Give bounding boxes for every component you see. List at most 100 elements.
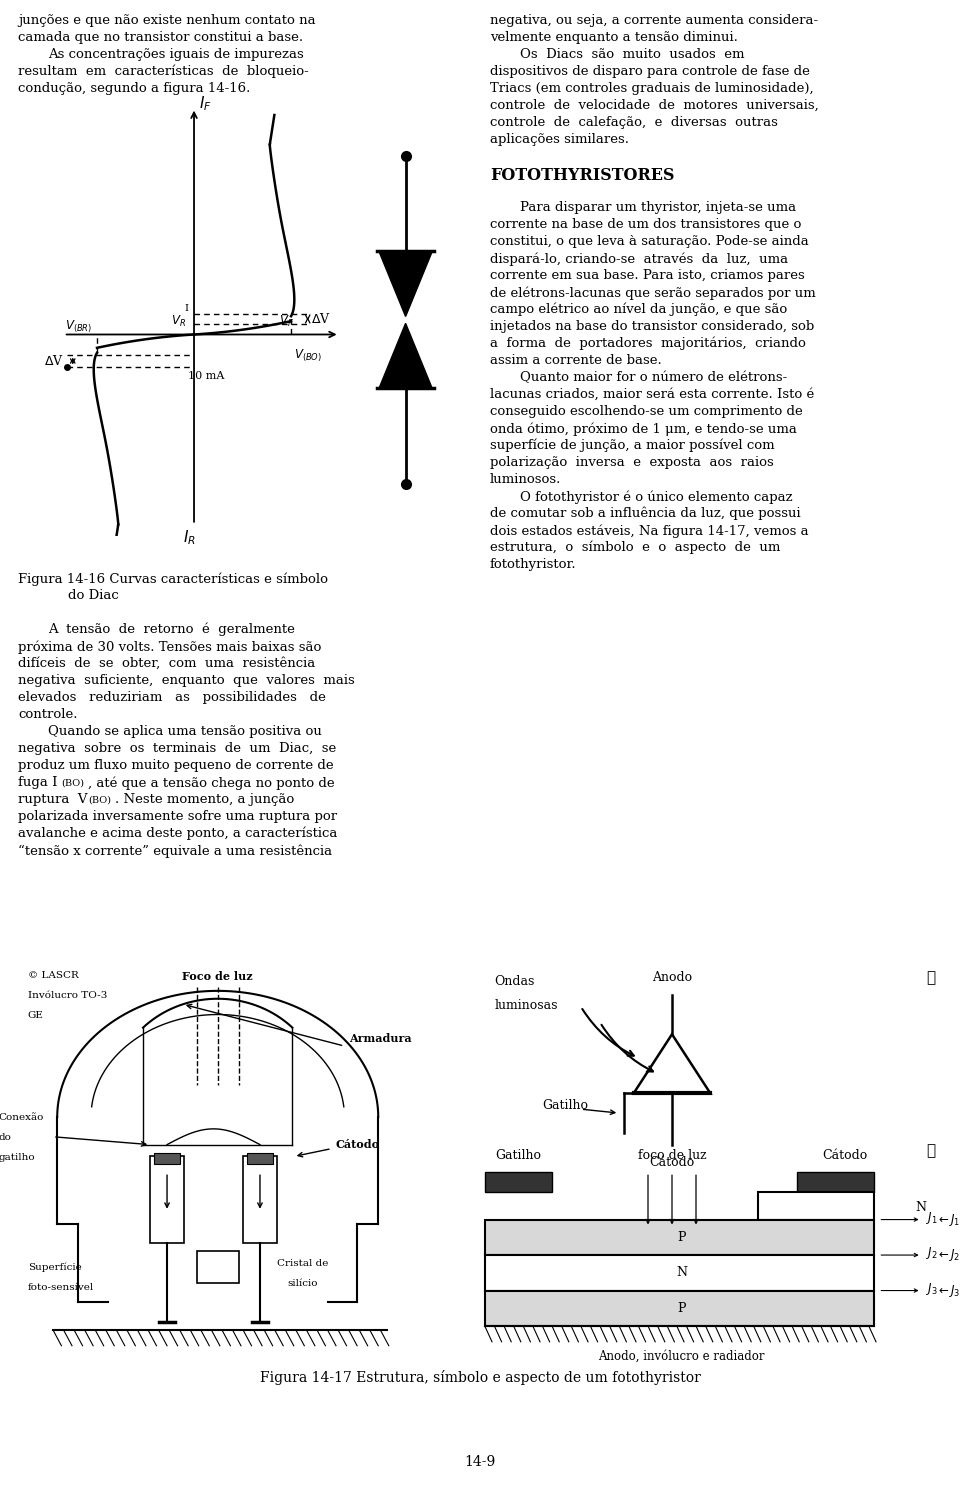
- Polygon shape: [634, 1034, 710, 1094]
- Text: negativa  sobre  os  terminais  de  um  Diac,  se: negativa sobre os terminais de um Diac, …: [18, 743, 336, 754]
- Text: Os  Diacs  são  muito  usados  em: Os Diacs são muito usados em: [520, 48, 745, 61]
- Text: produz um fluxo muito pequeno de corrente de: produz um fluxo muito pequeno de corrent…: [18, 759, 334, 772]
- Text: lacunas criados, maior será esta corrente. Isto é: lacunas criados, maior será esta corrent…: [490, 388, 814, 400]
- Text: $V_R$: $V_R$: [172, 314, 186, 329]
- Text: aplicações similares.: aplicações similares.: [490, 132, 629, 146]
- Text: Superfície: Superfície: [28, 1263, 82, 1272]
- Text: Cristal de: Cristal de: [276, 1259, 328, 1268]
- Bar: [797, 1173, 874, 1192]
- Text: $\leftarrow J_2$: $\leftarrow J_2$: [936, 1247, 960, 1263]
- Text: corrente na base de um dos transistores que o: corrente na base de um dos transistores …: [490, 219, 802, 231]
- Bar: [485, 1173, 552, 1192]
- Text: resultam  em  características  de  bloqueio-: resultam em características de bloqueio-: [18, 65, 309, 79]
- Text: luminosos.: luminosos.: [490, 473, 562, 487]
- Text: a  forma  de  portadores  majoritários,  criando: a forma de portadores majoritários, cria…: [490, 336, 805, 351]
- Text: As concentrações iguais de impurezas: As concentrações iguais de impurezas: [48, 48, 303, 61]
- Text: $V_{(BR)}$: $V_{(BR)}$: [65, 318, 92, 335]
- Text: Figura 14-17 Estrutura, símbolo e aspecto de um fotothyristor: Figura 14-17 Estrutura, símbolo e aspect…: [259, 1370, 701, 1385]
- Text: foto-sensível: foto-sensível: [28, 1283, 94, 1292]
- Text: Triacs (em controles graduais de luminosidade),: Triacs (em controles graduais de luminos…: [490, 82, 814, 95]
- Text: (BO): (BO): [61, 780, 84, 789]
- Polygon shape: [379, 323, 432, 388]
- Text: campo elétrico ao nível da junção, e que são: campo elétrico ao nível da junção, e que…: [490, 304, 787, 317]
- Text: N: N: [676, 1266, 687, 1280]
- Text: controle  de  velocidade  de  motores  universais,: controle de velocidade de motores univer…: [490, 100, 819, 112]
- Bar: [485, 1220, 874, 1254]
- Polygon shape: [379, 251, 432, 317]
- Text: $J_3$: $J_3$: [926, 1281, 938, 1296]
- Bar: [243, 1156, 276, 1244]
- Text: fuga I: fuga I: [18, 777, 58, 789]
- Text: 14-9: 14-9: [465, 1455, 495, 1469]
- Text: Armadura: Armadura: [348, 1033, 411, 1043]
- Text: foco de luz: foco de luz: [637, 1149, 707, 1162]
- Text: de elétrons-lacunas que serão separados por um: de elétrons-lacunas que serão separados …: [490, 286, 816, 299]
- Text: Gatilho: Gatilho: [542, 1098, 588, 1112]
- Text: Anodo, invólucro e radiador: Anodo, invólucro e radiador: [598, 1350, 765, 1363]
- Bar: [758, 1192, 874, 1220]
- Text: dois estados estáveis, Na figura 14-17, vemos a: dois estados estáveis, Na figura 14-17, …: [490, 524, 808, 537]
- Text: constitui, o que leva à saturação. Pode-se ainda: constitui, o que leva à saturação. Pode-…: [490, 235, 808, 248]
- Text: 10 mA: 10 mA: [188, 371, 225, 381]
- Text: Ⓑ: Ⓑ: [926, 1144, 936, 1159]
- Text: Foco de luz: Foco de luz: [182, 972, 253, 982]
- Text: conseguido escolhendo-se um comprimento de: conseguido escolhendo-se um comprimento …: [490, 405, 803, 418]
- Text: P: P: [678, 1302, 685, 1315]
- Text: $\Delta$V: $\Delta$V: [44, 354, 63, 368]
- Text: Ondas: Ondas: [494, 975, 535, 988]
- Text: Anodo: Anodo: [652, 972, 692, 984]
- Text: $\Delta$V: $\Delta$V: [311, 312, 330, 326]
- Text: dispositivos de disparo para controle de fase de: dispositivos de disparo para controle de…: [490, 65, 810, 77]
- Text: próxima de 30 volts. Tensões mais baixas são: próxima de 30 volts. Tensões mais baixas…: [18, 640, 322, 653]
- Text: Cátodo: Cátodo: [649, 1156, 695, 1170]
- Text: $I_F$: $I_F$: [199, 95, 211, 113]
- Text: elevados   reduziriam   as   possibilidades   de: elevados reduziriam as possibilidades de: [18, 690, 325, 704]
- Bar: [197, 1251, 239, 1283]
- Text: Quando se aplica uma tensão positiva ou: Quando se aplica uma tensão positiva ou: [48, 725, 322, 738]
- Text: $\leftarrow J_1$: $\leftarrow J_1$: [936, 1211, 960, 1228]
- Text: do: do: [0, 1132, 11, 1141]
- Text: negativa, ou seja, a corrente aumenta considera-: negativa, ou seja, a corrente aumenta co…: [490, 13, 818, 27]
- Text: . Neste momento, a junção: . Neste momento, a junção: [115, 793, 295, 806]
- Text: superfície de junção, a maior possível com: superfície de junção, a maior possível c…: [490, 439, 775, 452]
- Text: FOTOTHYRISTORES: FOTOTHYRISTORES: [490, 167, 675, 185]
- Text: GE: GE: [28, 1010, 43, 1019]
- Text: $\leftarrow J_3$: $\leftarrow J_3$: [936, 1283, 960, 1299]
- Text: (BO): (BO): [88, 796, 111, 805]
- Text: Figura 14-16 Curvas características e símbolo: Figura 14-16 Curvas características e sí…: [18, 571, 328, 585]
- Text: onda ótimo, próximo de 1 μm, e tendo-se uma: onda ótimo, próximo de 1 μm, e tendo-se …: [490, 423, 797, 436]
- Text: negativa  suficiente,  enquanto  que  valores  mais: negativa suficiente, enquanto que valore…: [18, 674, 355, 687]
- Text: A  tensão  de  retorno  é  geralmente: A tensão de retorno é geralmente: [48, 623, 295, 637]
- Text: gatilho: gatilho: [0, 1153, 35, 1162]
- Text: $V_F$: $V_F$: [279, 314, 294, 329]
- Text: estrutura,  o  símbolo  e  o  aspecto  de  um: estrutura, o símbolo e o aspecto de um: [490, 542, 780, 555]
- Text: , até que a tensão chega no ponto de: , até que a tensão chega no ponto de: [88, 777, 335, 790]
- Text: Ⓐ: Ⓐ: [926, 972, 936, 985]
- Text: do Diac: do Diac: [68, 589, 119, 603]
- Bar: [485, 1254, 874, 1290]
- Text: controle  de  calefação,  e  diversas  outras: controle de calefação, e diversas outras: [490, 116, 778, 129]
- Text: $V_{(BO)}$: $V_{(BO)}$: [294, 347, 322, 363]
- Text: $J_2$: $J_2$: [926, 1245, 938, 1262]
- Text: Conexão: Conexão: [0, 1113, 43, 1122]
- Text: luminosas: luminosas: [494, 998, 558, 1012]
- Text: fotothyristor.: fotothyristor.: [490, 558, 577, 571]
- Text: O fotothyristor é o único elemento capaz: O fotothyristor é o único elemento capaz: [520, 490, 793, 503]
- Text: camada que no transistor constitui a base.: camada que no transistor constitui a bas…: [18, 31, 303, 45]
- Text: polarização  inversa  e  exposta  aos  raios: polarização inversa e exposta aos raios: [490, 455, 774, 469]
- Text: $I_R$: $I_R$: [183, 528, 196, 548]
- Text: Cátodo: Cátodo: [822, 1149, 868, 1162]
- Bar: [248, 1153, 273, 1164]
- Text: corrente em sua base. Para isto, criamos pares: corrente em sua base. Para isto, criamos…: [490, 269, 804, 283]
- Text: avalanche e acima deste ponto, a característica: avalanche e acima deste ponto, a caracte…: [18, 827, 337, 841]
- Text: N: N: [916, 1201, 926, 1214]
- Text: polarizada inversamente sofre uma ruptura por: polarizada inversamente sofre uma ruptur…: [18, 809, 337, 823]
- Text: dispará-lo, criando-se  através  da  luz,  uma: dispará-lo, criando-se através da luz, u…: [490, 251, 788, 265]
- Text: ruptura  V: ruptura V: [18, 793, 87, 806]
- Text: Gatilho: Gatilho: [495, 1149, 541, 1162]
- Text: P: P: [678, 1231, 685, 1244]
- Text: difíceis  de  se  obter,  com  uma  resistência: difíceis de se obter, com uma resistênci…: [18, 658, 315, 670]
- Text: Quanto maior for o número de elétrons-: Quanto maior for o número de elétrons-: [520, 371, 787, 384]
- Text: Cátodo: Cátodo: [336, 1140, 380, 1150]
- Text: “tensão x corrente” equivale a uma resistência: “tensão x corrente” equivale a uma resis…: [18, 844, 332, 857]
